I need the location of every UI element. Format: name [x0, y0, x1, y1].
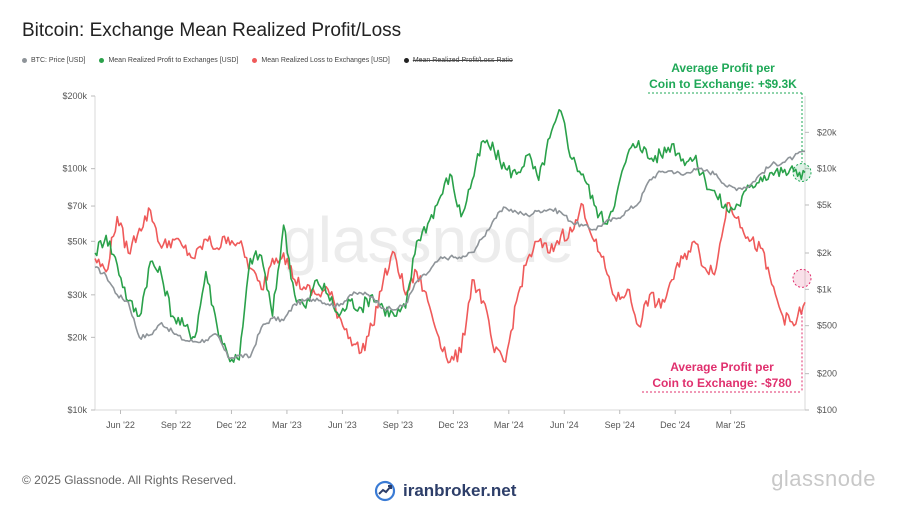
series-line-1: [94, 109, 806, 363]
legend-label-loss: Mean Realized Loss to Exchanges [USD]: [261, 57, 390, 64]
x-tick-label: Dec '23: [438, 420, 468, 430]
x-tick-label: Mar '24: [494, 420, 524, 430]
loss-annotation-line2: Coin to Exchange: -$780: [652, 376, 792, 390]
y-right-tick-label: $10k: [817, 164, 837, 174]
y-left-tick-label: $70k: [67, 201, 87, 211]
legend-dot-price: [22, 58, 27, 63]
x-tick-label: Sep '22: [161, 420, 191, 430]
y-right-tick-label: $200: [817, 369, 837, 379]
x-tick-label: Dec '22: [216, 420, 246, 430]
legend-dot-ratio: [403, 58, 409, 63]
legend-item-loss[interactable]: Mean Realized Loss to Exchanges [USD]: [252, 57, 390, 64]
y-left-tick-label: $30k: [67, 290, 87, 300]
series-layer: [94, 109, 806, 364]
x-tick-label: Sep '24: [605, 420, 635, 430]
legend-dot-loss: [252, 58, 258, 63]
legend-dot-profit: [99, 58, 105, 63]
chart-title: Bitcoin: Exchange Mean Realized Profit/L…: [22, 20, 402, 41]
y-right-tick-label: $500: [817, 321, 837, 331]
y-right-tick-label: $5k: [817, 200, 832, 210]
y-left-tick-label: $10k: [67, 405, 87, 415]
legend-item-price[interactable]: BTC: Price [USD]: [22, 57, 85, 64]
x-tick-label: Mar '25: [716, 420, 746, 430]
brand-name: iranbroker.net: [403, 481, 517, 500]
series-line-2: [94, 202, 806, 364]
legend-label-price: BTC: Price [USD]: [31, 57, 86, 64]
profit-annotation-line2: Coin to Exchange: +$9.3K: [649, 77, 797, 91]
profit-endpoint-marker: [792, 162, 812, 182]
x-tick-label: Mar '23: [272, 420, 302, 430]
copyright: © 2025 Glassnode. All Rights Reserved.: [22, 473, 237, 487]
glassnode-logo: glassnode: [771, 466, 876, 491]
grid-layer: $10k $20k $30k $50k $70k $100k $200k $100 $200 $5…: [62, 91, 837, 430]
y-right-tick-label: $20k: [817, 127, 837, 137]
x-tick-label: Jun '23: [328, 420, 357, 430]
y-left-tick-label: $200k: [62, 91, 87, 101]
y-left-tick-label: $50k: [67, 236, 87, 246]
profit-annotation-line1: Average Profit per: [671, 61, 775, 75]
x-tick-label: Jun '22: [106, 420, 135, 430]
legend-label-profit: Mean Realized Profit to Exchanges [USD]: [108, 57, 239, 64]
y-right-tick-label: $100: [817, 405, 837, 415]
series-line-0: [94, 150, 806, 360]
loss-endpoint-marker: [792, 268, 812, 288]
watermark: glassnode: [282, 204, 574, 276]
annotation-layer: [642, 92, 812, 393]
y-right-tick-label: $2k: [817, 248, 832, 258]
y-right-tick-label: $1k: [817, 284, 832, 294]
chart-legend: BTC: Price [USD] Mean Realized Profit to…: [22, 57, 513, 64]
x-tick-label: Sep '23: [383, 420, 413, 430]
y-left-tick-label: $100k: [62, 164, 87, 174]
brand-badge[interactable]: iranbroker.net: [374, 480, 516, 502]
x-tick-label: Jun '24: [550, 420, 579, 430]
legend-item-profit[interactable]: Mean Realized Profit to Exchanges [USD]: [99, 57, 238, 64]
legend-item-ratio[interactable]: Mean Realized Profit/Loss Ratio: [403, 57, 513, 64]
legend-label-ratio: Mean Realized Profit/Loss Ratio: [412, 57, 513, 64]
x-tick-label: Dec '24: [660, 420, 690, 430]
loss-annotation-line1: Average Profit per: [670, 360, 774, 374]
profit-annotation: Average Profit per Coin to Exchange: +$9…: [648, 60, 798, 92]
y-left-tick-label: $20k: [67, 332, 87, 342]
loss-annotation: Average Profit per Coin to Exchange: -$7…: [642, 359, 802, 391]
brand-logo-icon: [374, 480, 396, 502]
